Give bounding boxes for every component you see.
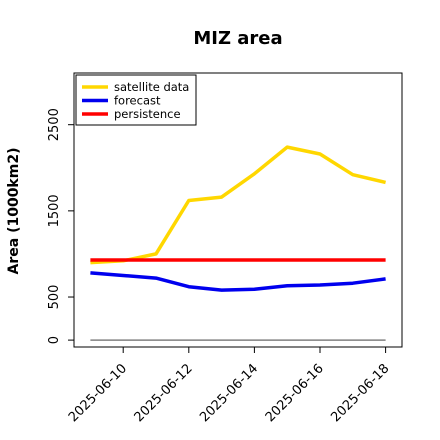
y-tick-label: 500 xyxy=(47,285,62,310)
y-axis-label: Area (1000km2) xyxy=(6,148,22,275)
x-tick-label: 2025-06-18 xyxy=(328,361,392,425)
x-tick-label: 2025-06-14 xyxy=(197,361,261,425)
y-tick-label: 1500 xyxy=(47,194,62,227)
series-line-forecast xyxy=(90,271,386,292)
plot-frame xyxy=(73,72,403,348)
y-tick-label: 2500 xyxy=(47,108,62,141)
x-tick-label: 2025-06-16 xyxy=(263,361,327,425)
series-line-satellite-data xyxy=(90,145,386,265)
legend-entry: satellite data xyxy=(114,80,189,94)
y-tick-label: 0 xyxy=(47,336,62,344)
x-tick-label: 2025-06-10 xyxy=(66,361,130,425)
legend-entry: forecast xyxy=(114,94,161,108)
x-tick-label: 2025-06-12 xyxy=(132,361,196,425)
legend-entry: persistence xyxy=(114,107,181,121)
chart-title: MIZ area xyxy=(193,28,282,49)
